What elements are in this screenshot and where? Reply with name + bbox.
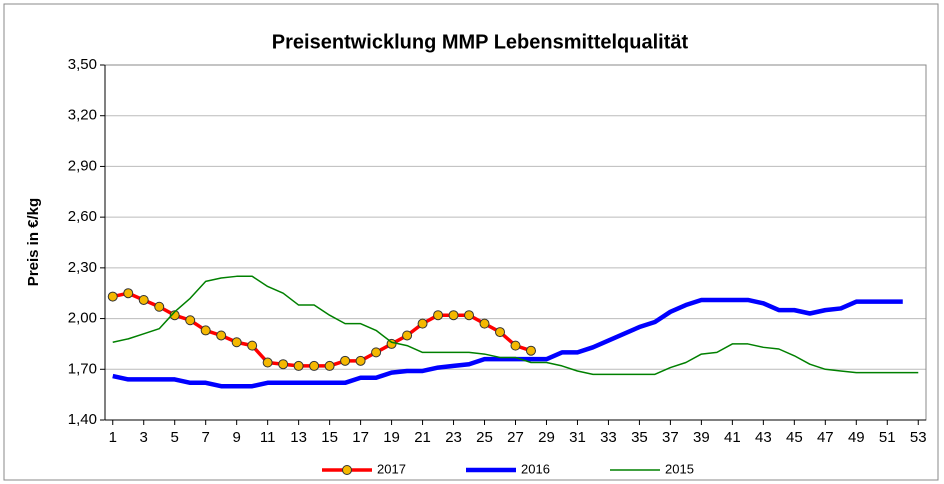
series-marker — [231, 337, 242, 348]
series-marker — [107, 291, 118, 302]
x-tick-label: 17 — [352, 429, 369, 446]
series-line — [112, 275, 919, 376]
legend-marker — [342, 465, 352, 475]
x-tick-label: 25 — [476, 429, 493, 446]
x-tick-label: 11 — [260, 429, 276, 446]
x-tick-label: 41 — [724, 429, 741, 446]
x-tick-label: 49 — [848, 429, 865, 446]
series-line — [112, 297, 903, 389]
series-marker — [185, 315, 196, 326]
series-marker — [200, 325, 211, 336]
legend-label: 2016 — [521, 461, 550, 476]
series-marker — [309, 360, 320, 371]
x-tick-label: 13 — [290, 429, 307, 446]
x-tick-label: 15 — [321, 429, 338, 446]
x-tick-label: 19 — [383, 429, 400, 446]
x-tick-label: 33 — [600, 429, 617, 446]
y-tick-label: 1,70 — [68, 360, 97, 377]
series-marker — [169, 310, 180, 321]
series-marker — [123, 288, 134, 299]
x-tick-label: 45 — [786, 429, 803, 446]
x-tick-label: 21 — [414, 429, 431, 446]
series-marker — [154, 301, 165, 312]
legend-label: 2015 — [665, 461, 694, 476]
series-marker — [479, 318, 490, 329]
y-tick-label: 2,00 — [68, 310, 97, 327]
series-marker — [525, 345, 536, 356]
y-tick-label: 2,60 — [68, 208, 97, 225]
x-tick-label: 5 — [171, 429, 179, 446]
series-marker — [262, 357, 273, 368]
y-tick-label: 3,50 — [68, 56, 97, 73]
chart-title: Preisentwicklung MMP Lebensmittelqualitä… — [272, 31, 689, 53]
series-marker — [324, 360, 335, 371]
series-line — [112, 291, 532, 368]
series-marker — [402, 330, 413, 341]
x-tick-label: 27 — [507, 429, 524, 446]
series-marker — [293, 360, 304, 371]
x-tick-label: 1 — [109, 429, 117, 446]
y-tick-label: 1,40 — [68, 411, 97, 428]
series-marker — [247, 340, 258, 351]
series-marker — [371, 347, 382, 358]
x-tick-label: 3 — [140, 429, 148, 446]
x-tick-label: 35 — [631, 429, 648, 446]
x-tick-label: 31 — [569, 429, 586, 446]
series-marker — [216, 330, 227, 341]
x-tick-label: 51 — [879, 429, 896, 446]
series-marker — [278, 359, 289, 370]
x-tick-label: 7 — [202, 429, 210, 446]
chart-border — [3, 3, 939, 481]
x-tick-label: 47 — [817, 429, 834, 446]
series-marker — [495, 327, 506, 338]
series-marker — [510, 340, 521, 351]
series-marker — [448, 310, 459, 321]
x-tick-label: 43 — [755, 429, 772, 446]
x-tick-label: 39 — [693, 429, 710, 446]
x-tick-label: 9 — [232, 429, 240, 446]
x-tick-label: 37 — [662, 429, 679, 446]
series-marker — [355, 355, 366, 366]
x-tick-label: 23 — [445, 429, 462, 446]
y-tick-label: 2,90 — [68, 157, 97, 174]
series-marker — [433, 310, 444, 321]
x-tick-label: 53 — [910, 429, 927, 446]
series-marker — [386, 338, 397, 349]
y-tick-label: 3,20 — [68, 107, 97, 124]
series-marker — [138, 294, 149, 305]
y-axis-label: Preis in €/kg — [25, 198, 42, 286]
series-marker — [417, 318, 428, 329]
y-tick-label: 2,30 — [68, 259, 97, 276]
x-tick-label: 29 — [538, 429, 555, 446]
series-marker — [464, 310, 475, 321]
series-marker — [340, 355, 351, 366]
legend-label: 2017 — [377, 461, 406, 476]
